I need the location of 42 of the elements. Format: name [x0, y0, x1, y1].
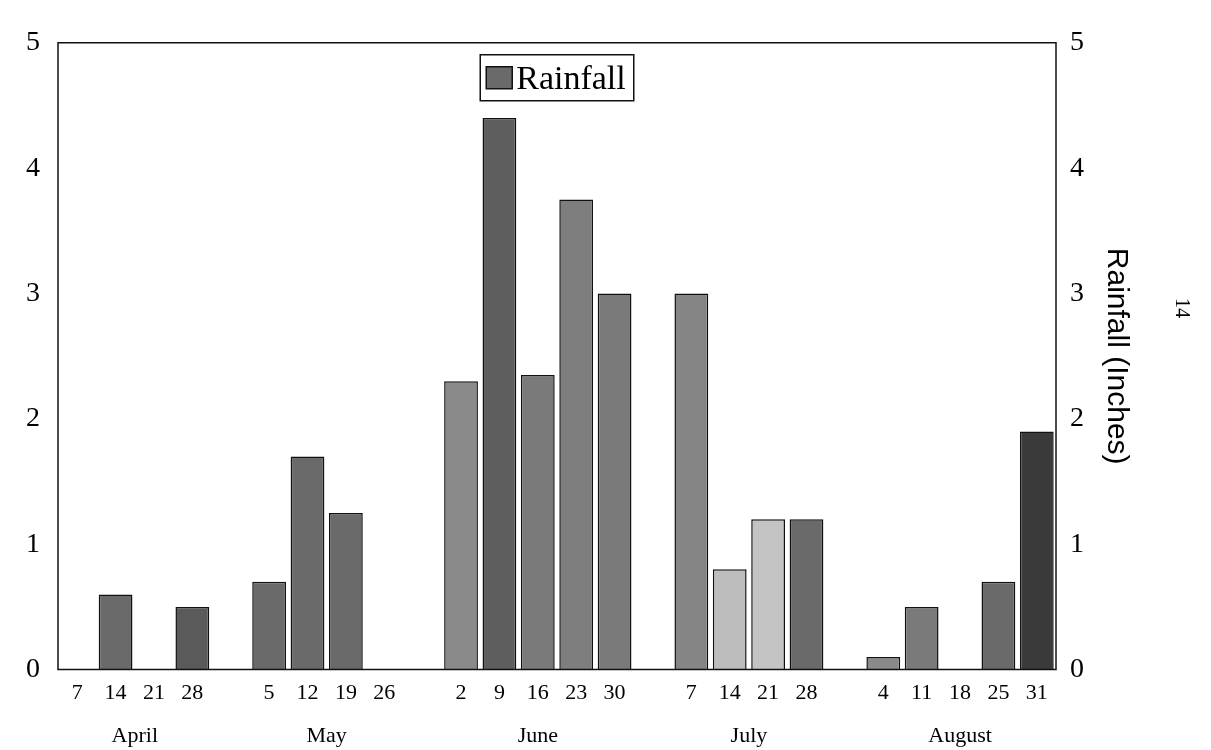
x-tick-label: 9: [493, 678, 505, 704]
x-tick-label: 7: [685, 678, 697, 704]
x-tick-label: 25: [987, 678, 1010, 704]
y2-tick-label: 3: [1070, 275, 1084, 307]
x-tick-label: 12: [296, 678, 319, 704]
y2-axis-title: Rainfall (Inches): [1101, 247, 1135, 465]
y-tick-label: 3: [26, 275, 40, 307]
x-tick-label: 7: [71, 678, 83, 704]
text: June: [517, 721, 558, 747]
y2-tick-label: 5: [1070, 25, 1084, 57]
text: May: [306, 721, 347, 747]
x-tick-label: 5: [263, 678, 275, 704]
x-tick-label: 21: [757, 678, 780, 704]
y-tick-label: 5: [26, 25, 40, 57]
x-tick-label: 14: [718, 678, 741, 704]
x-tick-label: 23: [565, 678, 588, 704]
text: July: [730, 721, 768, 747]
x-tick-label: 28: [181, 678, 204, 704]
text: April: [111, 721, 158, 747]
y-tick-label: 4: [26, 150, 40, 182]
y2-tick-label: 4: [1070, 150, 1084, 182]
x-tick-label: 26: [373, 678, 396, 704]
text: August: [928, 721, 992, 747]
y-tick-label: 0: [26, 651, 40, 683]
y2-tick-label: 0: [1070, 651, 1084, 683]
x-tick-label: 2: [455, 678, 467, 704]
x-tick-label: 14: [104, 678, 127, 704]
x-tick-label: 16: [526, 678, 549, 704]
legend-label: Rainfall: [516, 58, 626, 96]
x-tick-label: 21: [142, 678, 165, 704]
x-tick-label: 11: [911, 678, 933, 704]
x-tick-label: 30: [603, 678, 626, 704]
y-tick-label: 2: [26, 401, 40, 433]
y-tick-label: 1: [26, 526, 40, 558]
x-tick-label: 18: [949, 678, 972, 704]
x-tick-label: 28: [795, 678, 818, 704]
x-tick-label: 4: [877, 678, 889, 704]
x-tick-label: 31: [1025, 678, 1048, 704]
y2-tick-label: 2: [1070, 401, 1084, 433]
y2-tick-label: 1: [1070, 526, 1084, 558]
x-tick-label: 19: [334, 678, 357, 704]
text: 14: [1171, 298, 1194, 318]
